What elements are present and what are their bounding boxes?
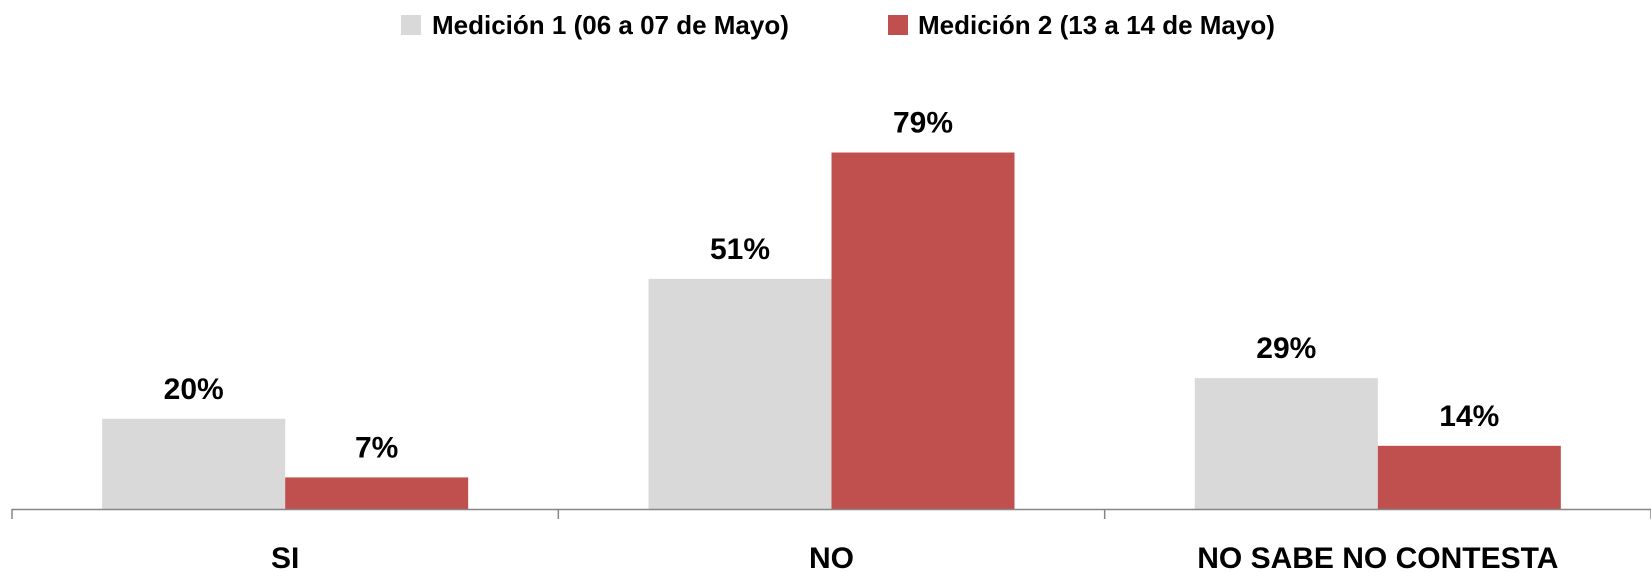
bar-1-2 bbox=[648, 278, 832, 509]
data-label-1-2: 51% bbox=[710, 233, 770, 266]
bar-2-2 bbox=[831, 152, 1015, 509]
x-tick-label-2: NO bbox=[809, 542, 854, 572]
plot-area: 20% 7% 51% 79% 29% 14% bbox=[102, 107, 1561, 509]
data-label-2-1: 7% bbox=[355, 431, 398, 464]
legend-label-1: Medición 1 (06 a 07 de Mayo) bbox=[432, 10, 789, 40]
legend-swatch-1 bbox=[401, 15, 421, 35]
bar-1-3 bbox=[1194, 378, 1378, 509]
legend: Medición 1 (06 a 07 de Mayo) Medición 2 (… bbox=[401, 10, 1275, 40]
data-label-1-3: 29% bbox=[1256, 332, 1316, 365]
data-label-1-1: 20% bbox=[164, 373, 224, 406]
x-tick-label-3: NO SABE NO CONTESTA bbox=[1197, 542, 1558, 572]
legend-label-2: Medición 2 (13 a 14 de Mayo) bbox=[918, 10, 1275, 40]
legend-swatch-2 bbox=[888, 15, 908, 35]
bar-2-1 bbox=[285, 477, 469, 509]
x-axis: SI NO NO SABE NO CONTESTA bbox=[11, 508, 1651, 572]
bar-1-1 bbox=[102, 418, 286, 509]
data-label-2-2: 79% bbox=[893, 107, 953, 140]
x-tick-label-1: SI bbox=[271, 542, 299, 572]
data-label-2-3: 14% bbox=[1439, 400, 1499, 433]
bar-2-3 bbox=[1377, 445, 1561, 509]
